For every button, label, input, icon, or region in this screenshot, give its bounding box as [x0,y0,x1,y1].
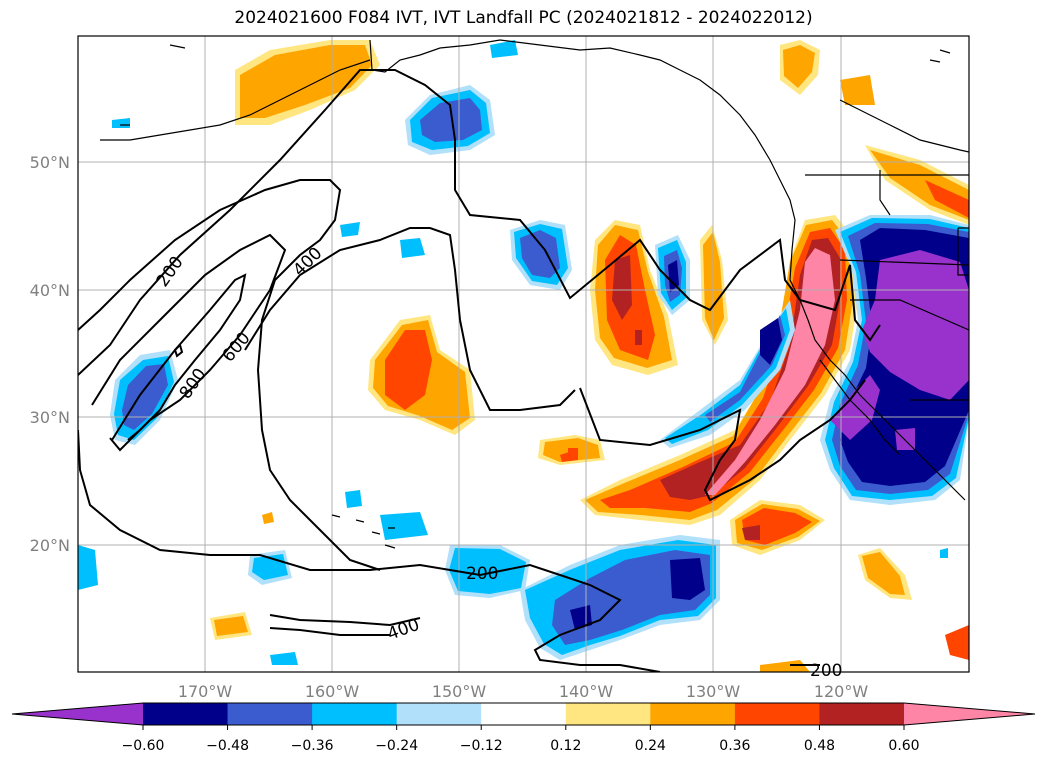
shade-ar-core [705,248,835,495]
contour-400 [78,179,381,571]
colorbar-segment [312,703,398,725]
colorbar-extend-high [904,703,1035,725]
colorbar-segment [143,703,229,725]
colorbar-tick-label: −0.48 [206,738,249,754]
colorbar-segment [565,703,651,725]
colorbar-tick-label: −0.12 [460,738,503,754]
colorbar-tick-label: 0.48 [804,738,835,754]
colorbar-tick-label: 0.24 [635,738,666,754]
lat-label: 30°N [30,408,70,427]
lon-label: 140°W [559,682,614,701]
ivt-contours [78,69,881,672]
colorbar-tick-label: 0.36 [719,738,750,754]
colorbar-extend-low [12,703,143,725]
map-frame [77,35,970,673]
colorbar: −0.60 −0.48 −0.36 −0.24 −0.12 0.12 0.24 0.36 0.4… [11,702,1036,754]
lon-label: 130°W [686,682,741,701]
contour-200-south [78,429,661,672]
lon-label: 120°W [814,682,869,701]
colorbar-tick-label: 0.12 [550,738,581,754]
map-title: 2024021600 F084 IVT, IVT Landfall PC (20… [234,8,813,28]
colorbar-segment [227,703,313,725]
contour-label: 200 [466,564,498,584]
colorbar-tick-label: −0.36 [291,738,334,754]
lon-label: 160°W [305,682,360,701]
colorbar-tick-label: −0.60 [122,738,165,754]
latitude-labels: 50°N 40°N 30°N 20°N [30,153,70,555]
contour-label: 200 [810,661,842,681]
colorbar-tick-label: 0.60 [888,738,919,754]
lat-label: 50°N [30,153,70,172]
lon-label: 170°W [178,682,233,701]
colorbar-segment [819,703,905,725]
longitude-labels: 170°W 160°W 150°W 140°W 130°W 120°W [178,682,869,701]
contour-600 [91,233,287,452]
pc-shading [78,40,969,672]
colorbar-ticks: −0.60 −0.48 −0.36 −0.24 −0.12 0.12 0.24 0.36 0.4… [122,725,920,754]
colorbar-segment [396,703,482,725]
lon-label: 150°W [432,682,487,701]
colorbar-segments [12,703,1035,725]
colorbar-segment [650,703,736,725]
lat-label: 40°N [30,281,70,300]
colorbar-segment [481,703,567,725]
contour-200-west [78,69,881,376]
coastlines [100,39,969,549]
colorbar-tick-label: −0.24 [375,738,418,754]
colorbar-segment [734,703,820,725]
lat-label: 20°N [30,536,70,555]
